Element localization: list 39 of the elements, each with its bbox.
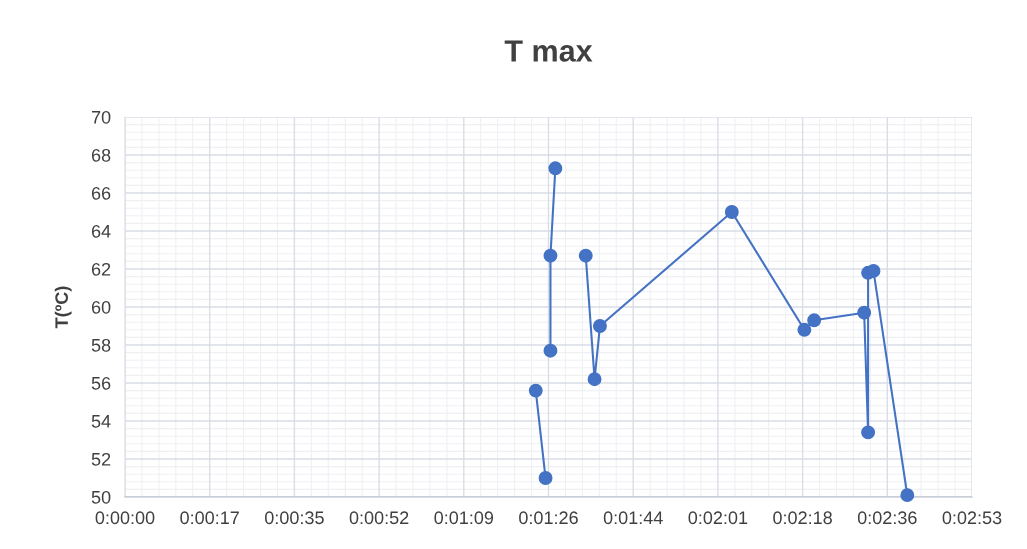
point — [593, 319, 607, 333]
y-axis-title: T(ºC) — [54, 286, 72, 329]
point — [797, 322, 812, 337]
y-tick-label: 56 — [91, 376, 111, 390]
point — [578, 248, 593, 263]
x-tick-label: 0:00:17 — [180, 511, 239, 525]
y-tick-label: 68 — [91, 148, 111, 162]
x-tick-label: 0:02:36 — [857, 511, 917, 525]
x-tick-label: 0:00:35 — [264, 511, 324, 525]
y-tick-label: 50 — [91, 490, 111, 504]
point — [724, 205, 739, 219]
x-tick-label: 0:01:44 — [603, 511, 663, 525]
point — [528, 383, 543, 398]
x-tick-label: 0:01:26 — [519, 511, 578, 525]
y-tick-label: 64 — [91, 224, 111, 238]
x-tick-label: 0:02:53 — [942, 511, 1002, 525]
point — [900, 488, 915, 503]
x-tick-label: 0:00:52 — [349, 511, 409, 525]
y-tick-label: 70 — [91, 110, 111, 124]
y-tick-label: 58 — [91, 338, 111, 352]
x-tick-label: 0:00:00 — [95, 511, 155, 525]
y-tick-label: 62 — [91, 262, 111, 276]
point — [857, 305, 872, 320]
x-tick-label: 0:01:09 — [434, 511, 494, 525]
point — [587, 372, 602, 387]
y-tick-label: 54 — [91, 415, 111, 428]
point — [548, 161, 563, 176]
x-tick-label: 0:02:18 — [773, 511, 832, 525]
y-tick-label: 66 — [91, 186, 111, 200]
chart-title: T max — [504, 40, 593, 62]
point — [866, 263, 881, 278]
x-tick-label: 0:02:01 — [688, 511, 748, 525]
point — [543, 248, 558, 263]
point — [538, 471, 553, 485]
point — [807, 313, 822, 328]
y-tick-label: 60 — [91, 300, 111, 314]
y-tick-label: 52 — [91, 452, 111, 466]
point — [543, 343, 558, 358]
point — [861, 425, 876, 440]
